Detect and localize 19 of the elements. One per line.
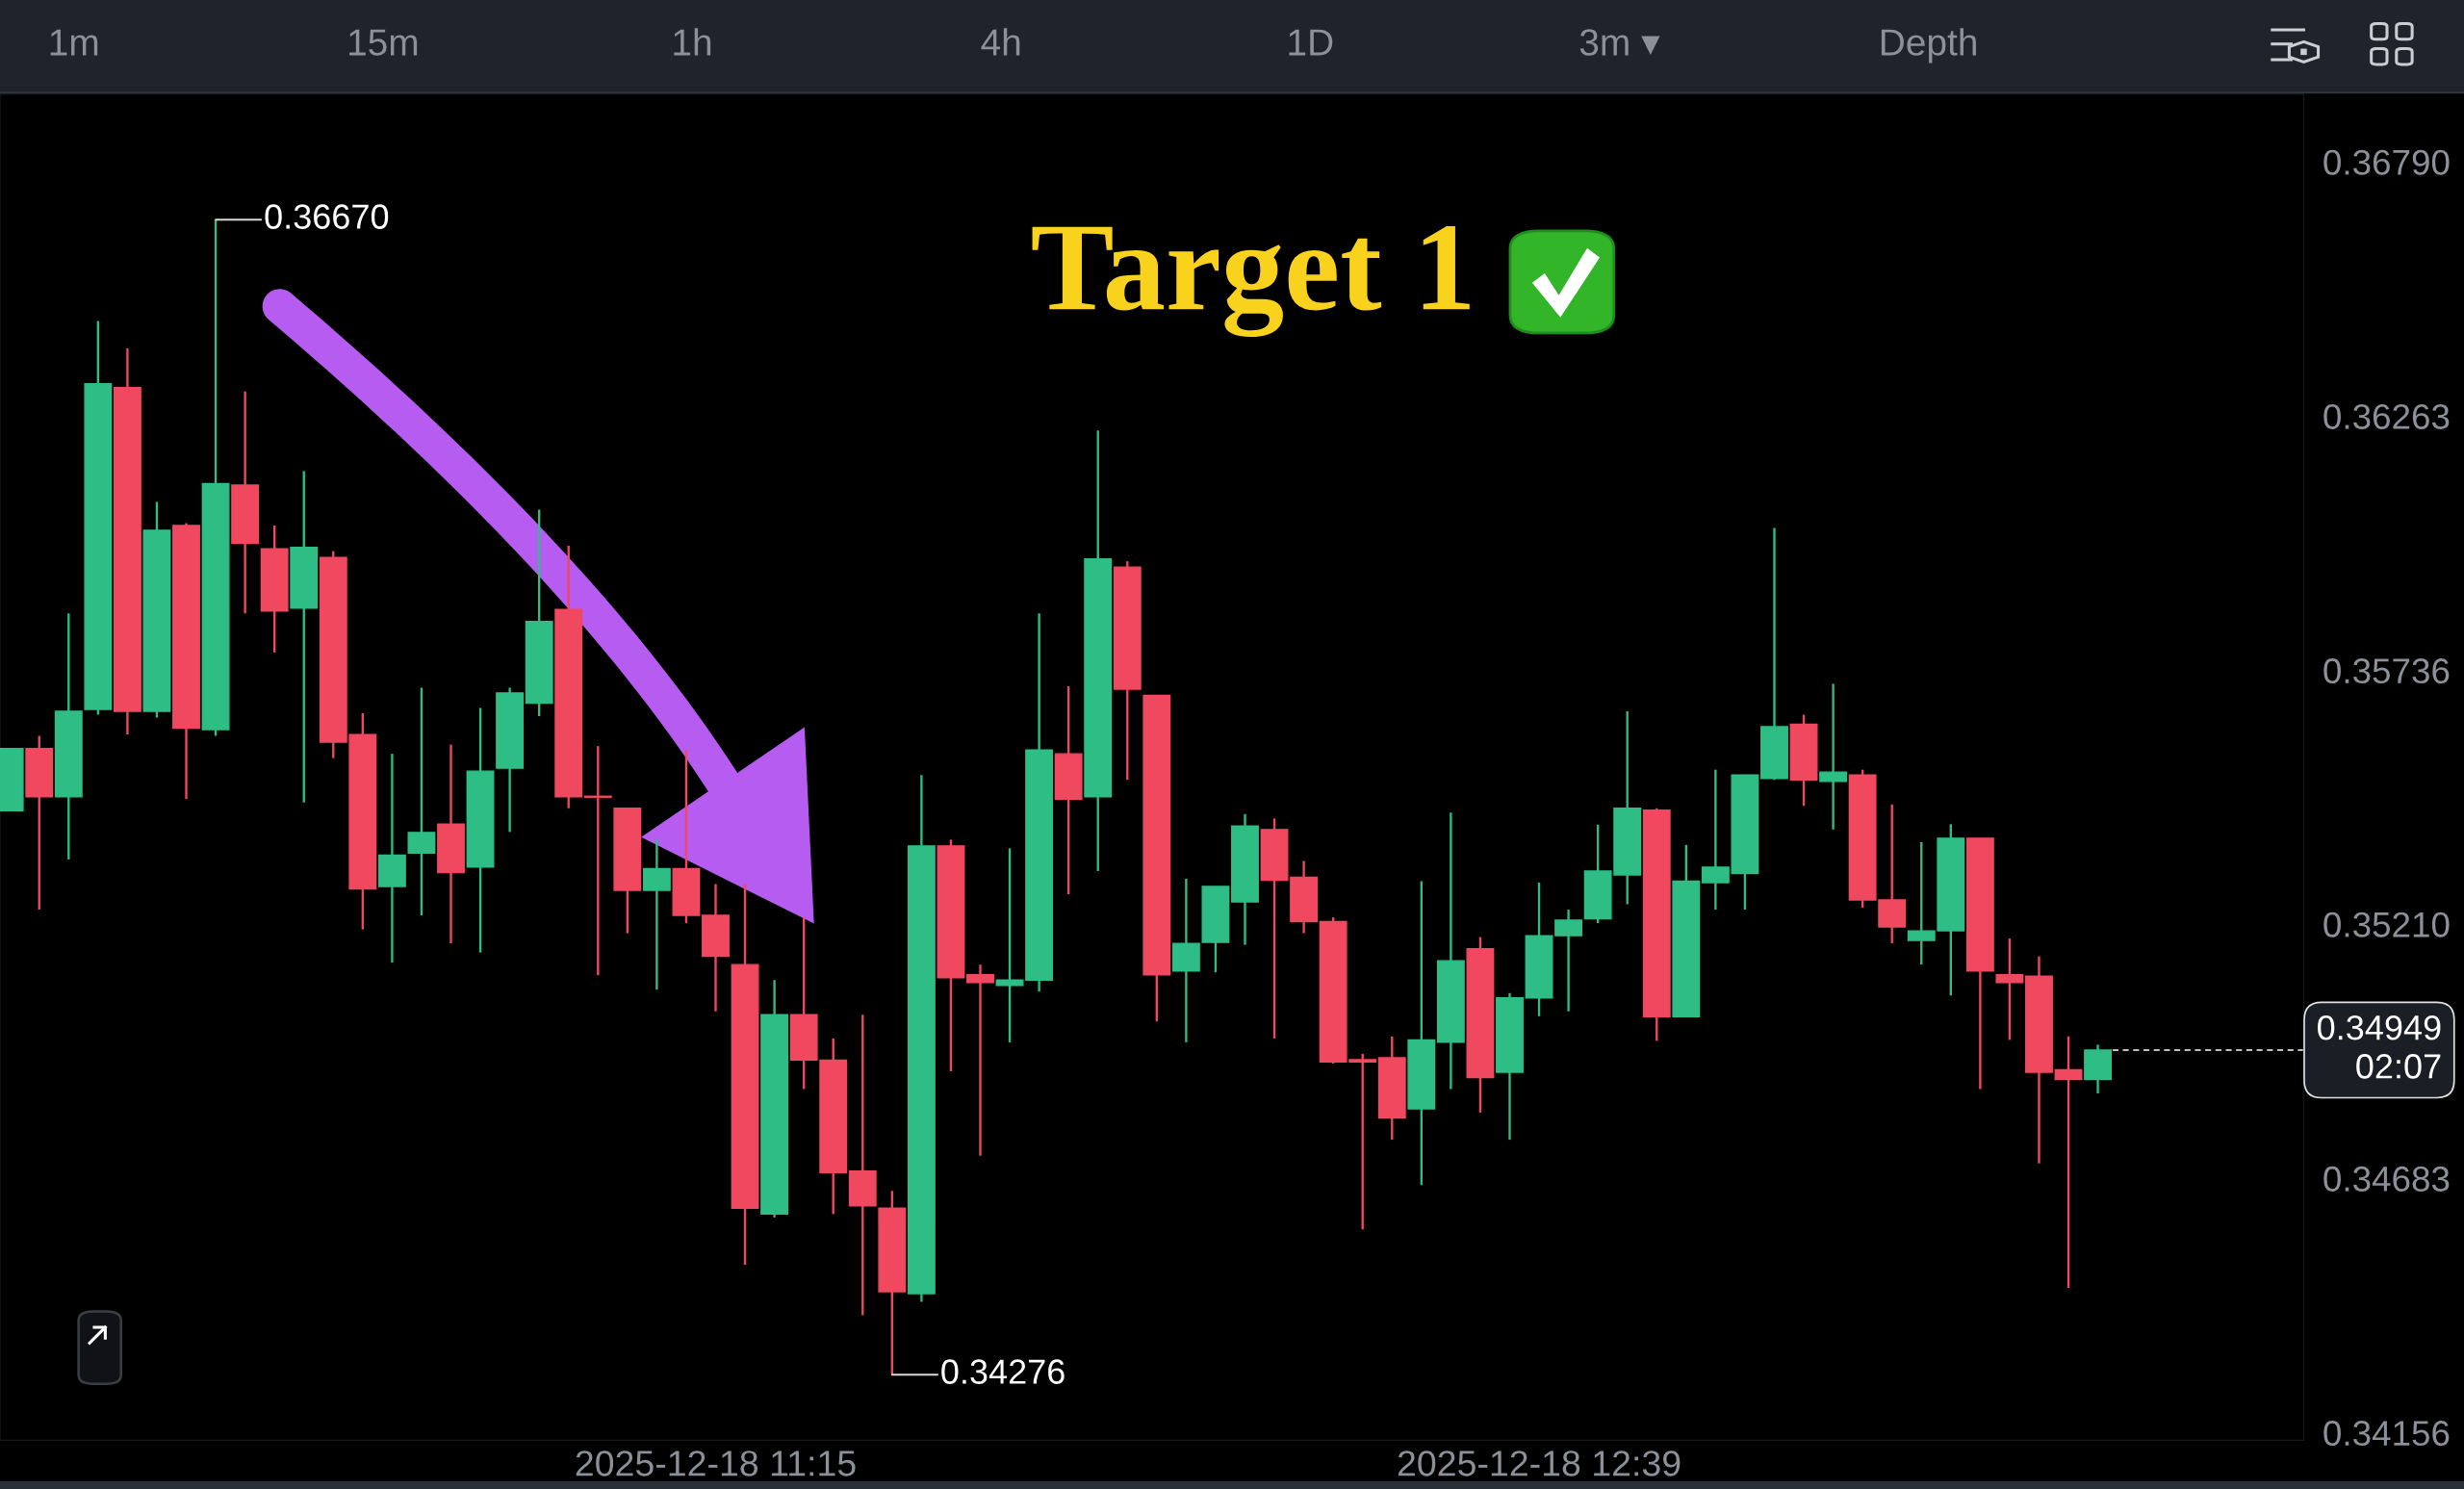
text: 1h: [674, 28, 711, 56]
text: 1m: [50, 29, 98, 56]
text: Depth: [1881, 28, 1976, 64]
y-tick-label: 0.36790: [2323, 149, 2450, 175]
annotation: 0.34276: [941, 1359, 1065, 1384]
text: 1D: [1289, 29, 1333, 56]
y-tick-label: 0.34156: [2323, 1421, 2450, 1447]
text: 4h: [981, 28, 1020, 56]
y-tick-label: 0.36263: [2323, 403, 2450, 429]
ref-line-label: 0.34949 02:07: [2318, 1014, 2441, 1079]
x-tick-label: 2025-12-18 11:15: [576, 1450, 856, 1476]
y-tick-label: 0.35210: [2323, 911, 2450, 937]
text: 3m ▾: [1579, 29, 1660, 56]
y-tick-label: 0.34683: [2323, 1166, 2450, 1192]
text: Target 1: [1032, 226, 1470, 338]
text: 15m: [349, 29, 418, 56]
annotation: 0.36670: [265, 204, 389, 229]
x-tick-label: 2025-12-18 12:39: [1398, 1450, 1681, 1476]
y-tick-label: 0.35736: [2323, 658, 2450, 684]
